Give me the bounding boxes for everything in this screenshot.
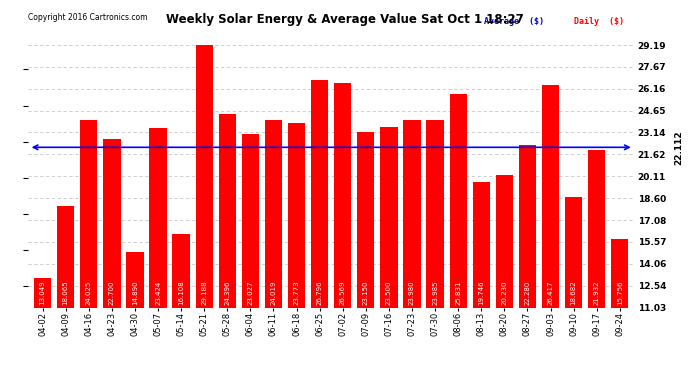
- Text: 19.746: 19.746: [478, 281, 484, 305]
- Text: 24.019: 24.019: [270, 281, 277, 305]
- Bar: [34, 278, 51, 308]
- Text: 23.150: 23.150: [363, 281, 369, 305]
- Bar: [195, 45, 213, 308]
- Bar: [219, 114, 236, 308]
- Text: 20.230: 20.230: [502, 281, 507, 305]
- Text: 26.796: 26.796: [317, 281, 323, 305]
- Text: Copyright 2016 Cartronics.com: Copyright 2016 Cartronics.com: [28, 13, 147, 22]
- Text: 26.569: 26.569: [339, 281, 346, 305]
- Text: 23.027: 23.027: [248, 281, 253, 305]
- Text: 23.985: 23.985: [432, 281, 438, 305]
- Text: 18.682: 18.682: [571, 281, 577, 305]
- Bar: [104, 139, 121, 308]
- Bar: [288, 123, 305, 308]
- Bar: [357, 132, 375, 308]
- Bar: [611, 239, 629, 308]
- Bar: [311, 80, 328, 308]
- Bar: [473, 182, 490, 308]
- Bar: [449, 93, 467, 308]
- Text: 26.417: 26.417: [548, 281, 553, 305]
- Bar: [334, 83, 351, 308]
- Text: 16.108: 16.108: [178, 280, 184, 305]
- Bar: [57, 206, 75, 308]
- Text: 13.049: 13.049: [39, 281, 46, 305]
- Text: 14.890: 14.890: [132, 281, 138, 305]
- Text: 22.112: 22.112: [674, 130, 683, 165]
- Text: 23.980: 23.980: [409, 281, 415, 305]
- Text: Weekly Solar Energy & Average Value Sat Oct 1 18:27: Weekly Solar Energy & Average Value Sat …: [166, 13, 524, 26]
- Bar: [380, 127, 397, 308]
- Text: 23.500: 23.500: [386, 281, 392, 305]
- Text: 18.065: 18.065: [63, 281, 69, 305]
- Bar: [519, 145, 536, 308]
- Text: 22.280: 22.280: [524, 281, 531, 305]
- Text: 15.756: 15.756: [617, 281, 623, 305]
- Text: 23.424: 23.424: [155, 281, 161, 305]
- Bar: [241, 134, 259, 308]
- Text: 23.773: 23.773: [293, 281, 299, 305]
- Text: 21.932: 21.932: [593, 281, 600, 305]
- Bar: [265, 120, 282, 308]
- Bar: [126, 252, 144, 308]
- Bar: [542, 85, 559, 308]
- Bar: [172, 234, 190, 308]
- Text: 24.396: 24.396: [224, 281, 230, 305]
- Bar: [404, 120, 421, 308]
- Text: 24.025: 24.025: [86, 281, 92, 305]
- Text: Average  ($): Average ($): [484, 17, 544, 26]
- Text: 22.700: 22.700: [109, 281, 115, 305]
- Bar: [150, 128, 167, 308]
- Bar: [565, 197, 582, 308]
- Bar: [80, 120, 97, 308]
- Text: 29.188: 29.188: [201, 281, 207, 305]
- Text: 25.831: 25.831: [455, 281, 461, 305]
- Text: Daily  ($): Daily ($): [573, 17, 624, 26]
- Bar: [588, 150, 605, 308]
- Bar: [426, 120, 444, 308]
- Bar: [495, 174, 513, 308]
